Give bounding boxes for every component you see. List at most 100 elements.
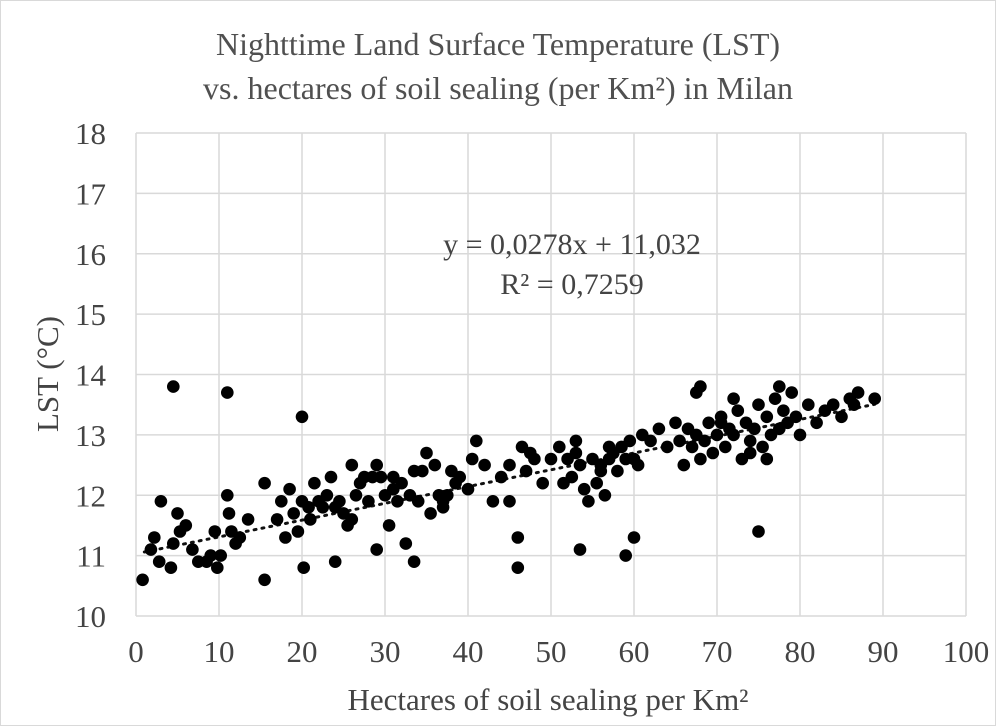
x-tick-label: 70 [702,634,733,669]
data-point [287,507,301,520]
data-point [573,543,587,556]
data-point [171,507,184,520]
data-point [478,458,491,472]
data-point [511,561,525,574]
trendline-layer [142,402,877,554]
x-tick-label: 10 [204,634,235,669]
data-point [706,446,720,460]
data-point [789,410,803,424]
data-point [208,525,222,538]
data-point [528,452,541,466]
data-point [565,470,579,484]
data-point [631,458,645,472]
data-point [752,525,765,538]
data-point [768,392,782,406]
data-point [258,476,271,490]
data-point [424,507,437,520]
y-tick-label: 17 [75,176,106,211]
data-point [374,470,388,484]
data-point [627,531,641,544]
data-point [241,513,255,526]
data-point [503,458,516,472]
data-point [802,398,815,412]
data-point [619,549,632,562]
data-point [362,495,375,508]
data-point [590,476,603,490]
data-point [660,440,674,454]
data-point [465,452,479,466]
data-point [835,410,848,424]
x-tick-label: 60 [619,634,650,669]
data-point [279,531,292,544]
y-tick-label: 14 [75,358,107,393]
data-point [847,398,861,412]
data-point [756,440,769,454]
data-point [702,416,715,430]
x-tick-label: 40 [453,634,484,669]
data-point [436,495,450,508]
data-point [204,549,217,562]
data-point [461,482,475,496]
data-point [598,489,612,502]
data-point [345,458,359,472]
data-point [569,446,583,460]
data-point [283,482,296,496]
y-axis-label: LST (°C) [30,316,65,432]
data-point [594,464,608,478]
data-point [270,513,284,526]
data-point [727,392,740,406]
x-tick-label: 0 [128,634,144,669]
data-point [810,416,823,430]
y-tick-label: 18 [75,116,106,151]
data-point [221,489,234,502]
data-point [760,452,774,466]
data-point [685,440,699,454]
data-point [714,416,728,430]
data-point [136,573,149,587]
data-point [573,458,587,472]
data-point [399,537,413,550]
data-point [222,507,236,520]
data-point [503,495,516,508]
data-point [760,410,774,424]
data-point [297,561,311,574]
data-point [167,380,180,393]
data-point [407,555,421,568]
data-point [186,543,199,556]
data-point [416,464,429,478]
data-point [553,440,566,454]
data-point [148,531,161,544]
x-tick-label: 90 [868,634,899,669]
data-point [719,440,732,454]
y-tick-label: 11 [76,539,106,574]
data-point [179,519,193,532]
y-tick-label: 15 [75,297,106,332]
data-point [569,434,583,448]
x-tick-label: 30 [370,634,401,669]
data-point [167,537,180,550]
x-axis-label: Hectares of soil sealing per Km² [348,682,749,717]
x-tick-labels: 0 10 20 30 40 50 60 70 80 90 100 [128,634,989,669]
data-point [511,531,525,544]
data-point [793,428,807,442]
data-point [851,386,865,399]
chart-title: Nighttime Land Surface Temperature (LST)… [0,22,996,110]
x-tick-label: 50 [536,634,567,669]
grid-lines [135,132,967,617]
data-point [773,380,786,393]
data-point [743,434,757,448]
data-point [453,470,467,484]
data-point [308,476,321,490]
data-point [519,464,533,478]
x-tick-label: 80 [785,634,816,669]
data-point [370,543,384,556]
data-point [868,392,881,406]
data-point [320,489,334,502]
data-point [752,398,765,412]
y-tick-label: 12 [75,478,106,513]
data-point [391,495,404,508]
y-tick-label: 10 [75,599,106,634]
data-point [582,495,595,508]
